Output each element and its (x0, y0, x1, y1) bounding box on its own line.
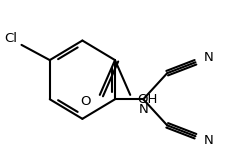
Text: N: N (138, 102, 148, 115)
Text: N: N (204, 134, 214, 147)
Text: OH: OH (137, 93, 157, 106)
Text: O: O (81, 95, 91, 108)
Text: N: N (204, 51, 214, 64)
Text: Cl: Cl (4, 32, 17, 45)
